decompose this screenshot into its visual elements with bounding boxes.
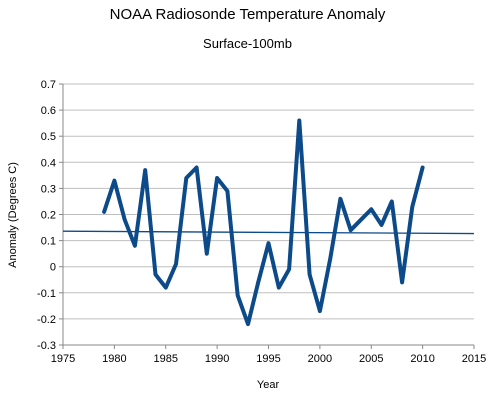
- data-point: [113, 179, 116, 182]
- data-point: [164, 286, 167, 289]
- data-point: [401, 281, 403, 284]
- y-tick-label: 0.3: [41, 183, 56, 195]
- data-point: [236, 294, 239, 297]
- data-point: [123, 218, 126, 221]
- y-tick-label: 0.5: [41, 131, 56, 143]
- y-tick-label: 0.6: [41, 105, 56, 117]
- chart-title: NOAA Radiosonde Temperature Anomaly: [109, 6, 386, 23]
- x-tick-label: 1975: [51, 353, 75, 365]
- series-line: [102, 118, 425, 327]
- data-point: [134, 245, 136, 247]
- data-point: [298, 119, 301, 122]
- trend-line: [62, 230, 475, 235]
- y-tick-label: 0.7: [41, 79, 56, 91]
- x-tick-label: 1995: [256, 353, 280, 365]
- y-tick-label: 0: [50, 262, 56, 274]
- data-point: [329, 258, 331, 260]
- x-tick-label: 1980: [102, 353, 126, 365]
- x-axis-label: Year: [257, 379, 280, 391]
- data-point: [308, 273, 311, 276]
- data-point: [421, 166, 424, 169]
- data-point: [154, 273, 157, 276]
- x-tick-label: 2000: [308, 353, 332, 365]
- x-tick-label: 1990: [205, 353, 229, 365]
- data-point: [144, 169, 146, 171]
- data-point: [185, 177, 188, 179]
- axes: [59, 83, 475, 349]
- x-tick-label: 2010: [410, 353, 434, 365]
- data-point: [319, 310, 321, 312]
- series-layer: [62, 118, 475, 327]
- data-point: [267, 242, 270, 245]
- y-tick-label: -0.2: [37, 314, 56, 326]
- y-tick-label: 0.2: [41, 210, 56, 222]
- data-point: [349, 229, 352, 231]
- data-point: [411, 205, 414, 208]
- x-tick-label: 2015: [462, 353, 486, 365]
- y-tick-label: -0.3: [37, 340, 56, 352]
- chart-subtitle: Surface-100mb: [203, 36, 292, 51]
- x-tick-label: 1985: [154, 353, 178, 365]
- tick-labels: -0.3 -0.2 -0.1 0 0.1 0.2 0.3 0.4 0.5 0.6 0.7 1975 19…: [37, 79, 486, 365]
- data-point: [103, 211, 105, 213]
- data-point: [226, 190, 229, 192]
- y-tick-label: 0.1: [41, 236, 56, 248]
- data-point: [370, 208, 373, 211]
- gridlines: [63, 83, 474, 346]
- data-point: [391, 200, 393, 203]
- data-point: [206, 252, 208, 255]
- x-tick-label: 2005: [359, 353, 383, 365]
- data-point: [339, 198, 342, 200]
- data-point: [257, 281, 260, 284]
- data-point: [247, 323, 249, 325]
- data-point: [175, 263, 177, 265]
- y-tick-label: -0.1: [37, 288, 56, 300]
- data-point: [216, 177, 218, 179]
- y-axis-label: Anomaly (Degrees C): [7, 162, 19, 268]
- data-point: [380, 224, 383, 226]
- y-tick-label: 0.4: [41, 157, 56, 169]
- data-point: [277, 286, 280, 289]
- data-point: [288, 268, 290, 271]
- data-point: [195, 166, 198, 169]
- data-point: [360, 218, 362, 221]
